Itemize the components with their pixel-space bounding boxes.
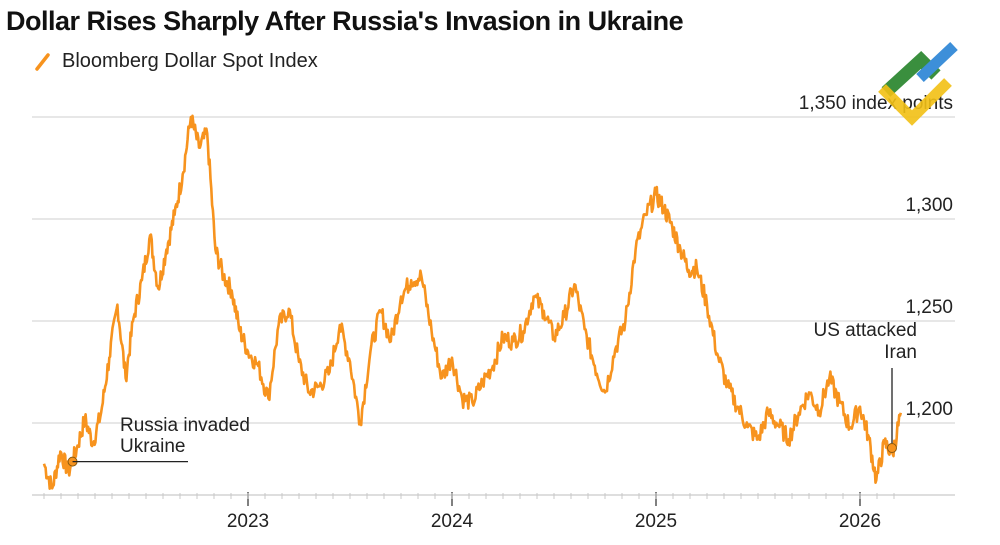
y-tick-label: 1,250 (905, 297, 953, 318)
chart-title: Dollar Rises Sharply After Russia's Inva… (6, 6, 684, 36)
x-tick-label: 2025 (635, 511, 677, 532)
legend-line-icon (35, 52, 50, 71)
x-tick-label: 2023 (227, 511, 269, 532)
legend-label: Bloomberg Dollar Spot Index (62, 50, 318, 72)
annotation-label-line2: Ukraine (120, 436, 185, 457)
x-tick-label: 2024 (431, 511, 474, 532)
annotation-label-line2: Iran (884, 342, 917, 363)
x-tick-label: 2026 (839, 511, 881, 532)
annotation-label-line1: US attacked (814, 320, 918, 341)
annotation-label-line1: Russia invaded (120, 415, 250, 436)
series-line (42, 114, 903, 491)
annotation-marker (887, 443, 897, 453)
y-tick-label: 1,300 (905, 195, 953, 216)
legend: Bloomberg Dollar Spot Index (34, 50, 318, 73)
y-tick-label: 1,200 (905, 399, 953, 420)
brand-logo-icon (878, 41, 958, 126)
